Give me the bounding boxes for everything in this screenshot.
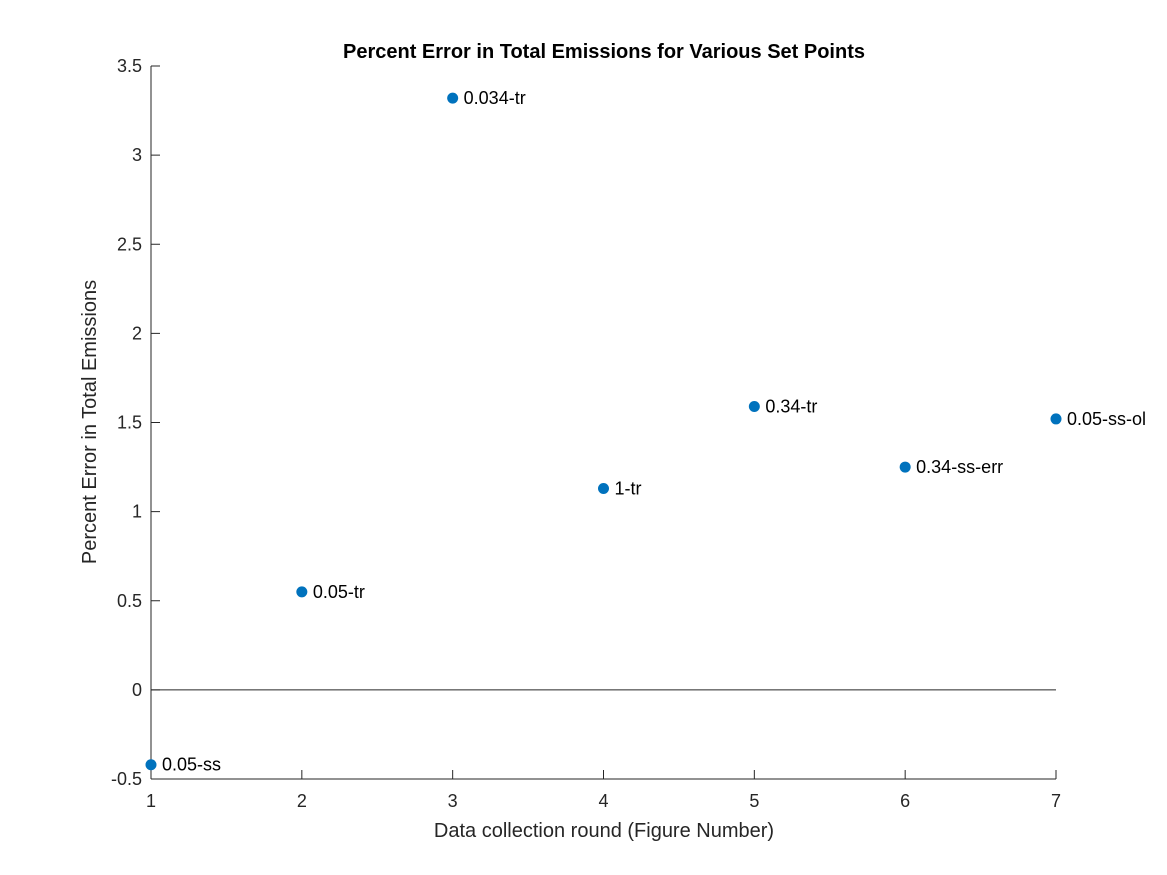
y-tick-label: 3 (132, 145, 142, 165)
tick-labels: -0.5 0 0.5 1 1.5 2 2.5 3 3.5 1 2 3 4 5 6 7 (111, 56, 1061, 811)
data-point-label: 0.05-ss-ol (1067, 409, 1146, 429)
data-point-label: 1-tr (615, 478, 642, 498)
data-point (296, 586, 308, 598)
data-point (748, 400, 760, 412)
data-point-label: 0.34-ss-err (916, 457, 1003, 477)
data-point-label: 0.34-tr (765, 396, 817, 416)
data-points: 0.05-ss 0.05-tr 0.034-tr 1-tr 0.34-tr 0.34-ss… (145, 88, 1146, 775)
chart-title: Percent Error in Total Emissions for Var… (343, 41, 865, 63)
y-tick-label: 1.5 (117, 413, 142, 433)
axes (150, 65, 1057, 780)
x-tick-label: 2 (297, 791, 307, 811)
y-axis-label: Percent Error in Total Emissions (79, 280, 101, 564)
y-tick-label: 0 (132, 680, 142, 700)
x-axis-label: Data collection round (Figure Number) (434, 820, 774, 842)
data-point (899, 461, 911, 473)
x-tick-label: 6 (900, 791, 910, 811)
x-tick-label: 1 (146, 791, 156, 811)
y-tick-label: 2.5 (117, 234, 142, 254)
data-point-label: 0.034-tr (464, 88, 526, 108)
y-tick-label: 0.5 (117, 591, 142, 611)
y-tick-label: 1 (132, 502, 142, 522)
y-tick-label: 3.5 (117, 56, 142, 76)
x-tick-label: 7 (1051, 791, 1061, 811)
data-point (145, 759, 157, 771)
x-tick-label: 3 (448, 791, 458, 811)
data-point (598, 482, 609, 494)
x-tick-label: 5 (749, 791, 759, 811)
y-tick-label: -0.5 (111, 769, 142, 789)
data-point-label: 0.05-tr (313, 582, 365, 602)
data-point (1050, 413, 1062, 425)
data-point-label: 0.05-ss (162, 755, 221, 775)
y-tick-label: 2 (132, 323, 142, 343)
data-point (447, 92, 459, 104)
x-tick-label: 4 (598, 791, 608, 811)
